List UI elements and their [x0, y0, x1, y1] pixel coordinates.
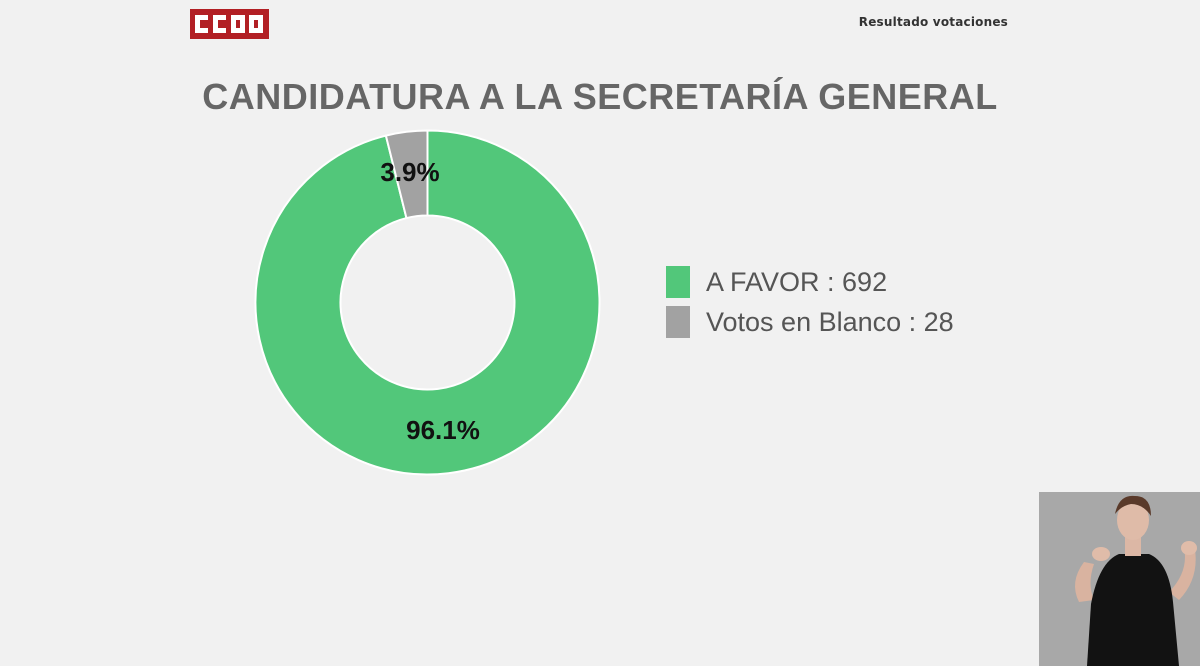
sign-language-interpreter-video [1039, 492, 1200, 666]
chart-title: CANDIDATURA A LA SECRETARÍA GENERAL [202, 76, 998, 117]
donut-slice-blanco [384, 129, 429, 220]
legend-swatch-blanco [666, 306, 690, 338]
header-label: Resultado votaciones [858, 15, 1008, 29]
donut-chart: 96.1% 3.9% [254, 129, 601, 476]
slice-label-blanco: 3.9% [380, 157, 439, 187]
donut-slice-favor [254, 129, 601, 476]
ccoo-logo [190, 9, 269, 39]
chart-legend: A FAVOR : 692 Votos en Blanco : 28 [666, 262, 954, 342]
legend-label-favor: A FAVOR : 692 [706, 266, 888, 297]
legend-item-favor: A FAVOR : 692 [666, 262, 954, 302]
legend-item-blanco: Votos en Blanco : 28 [666, 302, 954, 342]
slice-label-favor: 96.1% [406, 415, 480, 445]
legend-label-blanco: Votos en Blanco : 28 [706, 306, 954, 337]
sign-language-interpreter-icon [1039, 492, 1200, 666]
legend-swatch-favor [666, 266, 690, 298]
